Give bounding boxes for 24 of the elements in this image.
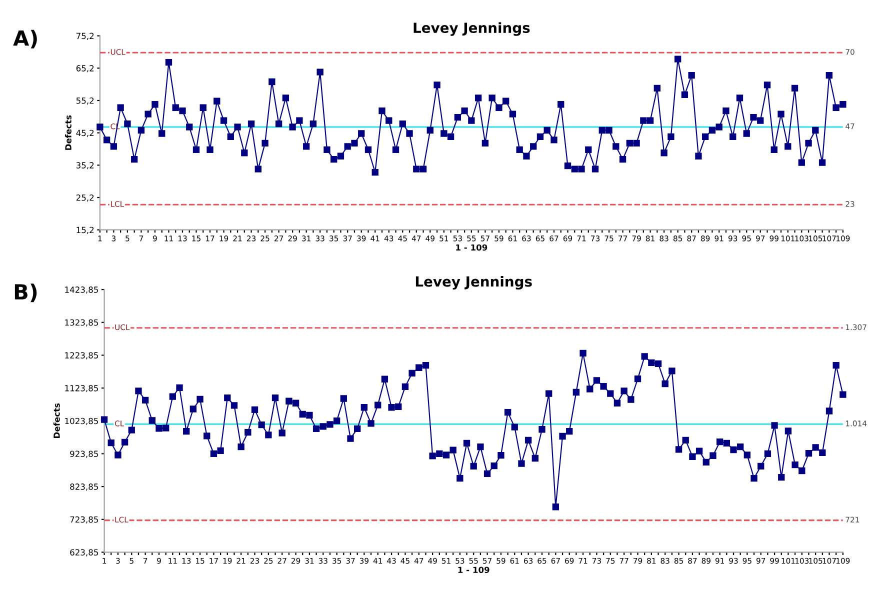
- text: A): [13, 30, 37, 48]
- y-tick-label: 35,2: [76, 162, 94, 170]
- text: B): [14, 284, 37, 302]
- chart-title: Levey Jennings: [416, 276, 532, 290]
- y-tick-label: 823,85: [70, 484, 98, 491]
- y-tick-label: 1323,85: [65, 319, 98, 327]
- y-tick-label: 1223,85: [65, 352, 98, 360]
- y-tick-label: 623,85: [70, 549, 98, 556]
- y-tick-label: 1123,85: [65, 385, 98, 392]
- x-axis-title: 1 - 109: [458, 566, 490, 574]
- y-tick-label: 75,2: [76, 32, 94, 40]
- chart-title: Levey Jennings: [414, 22, 530, 36]
- y-tick-label: 65,2: [76, 65, 94, 72]
- y-axis-title: Defects: [53, 403, 60, 438]
- y-tick-label: 723,85: [70, 516, 98, 524]
- y-axis-title: Defects: [64, 115, 72, 150]
- y-tick-label: 923,85: [70, 450, 98, 458]
- y-tick-label: 15,2: [76, 226, 94, 234]
- y-tick-label: 25,2: [76, 194, 94, 202]
- y-tick-label: 45,2: [76, 130, 94, 137]
- x-axis-title: 1 - 109: [456, 244, 488, 251]
- y-tick-label: 1423,85: [65, 286, 98, 294]
- y-tick-label: 55,2: [76, 97, 94, 105]
- y-tick-label: 1023,85: [65, 418, 98, 426]
